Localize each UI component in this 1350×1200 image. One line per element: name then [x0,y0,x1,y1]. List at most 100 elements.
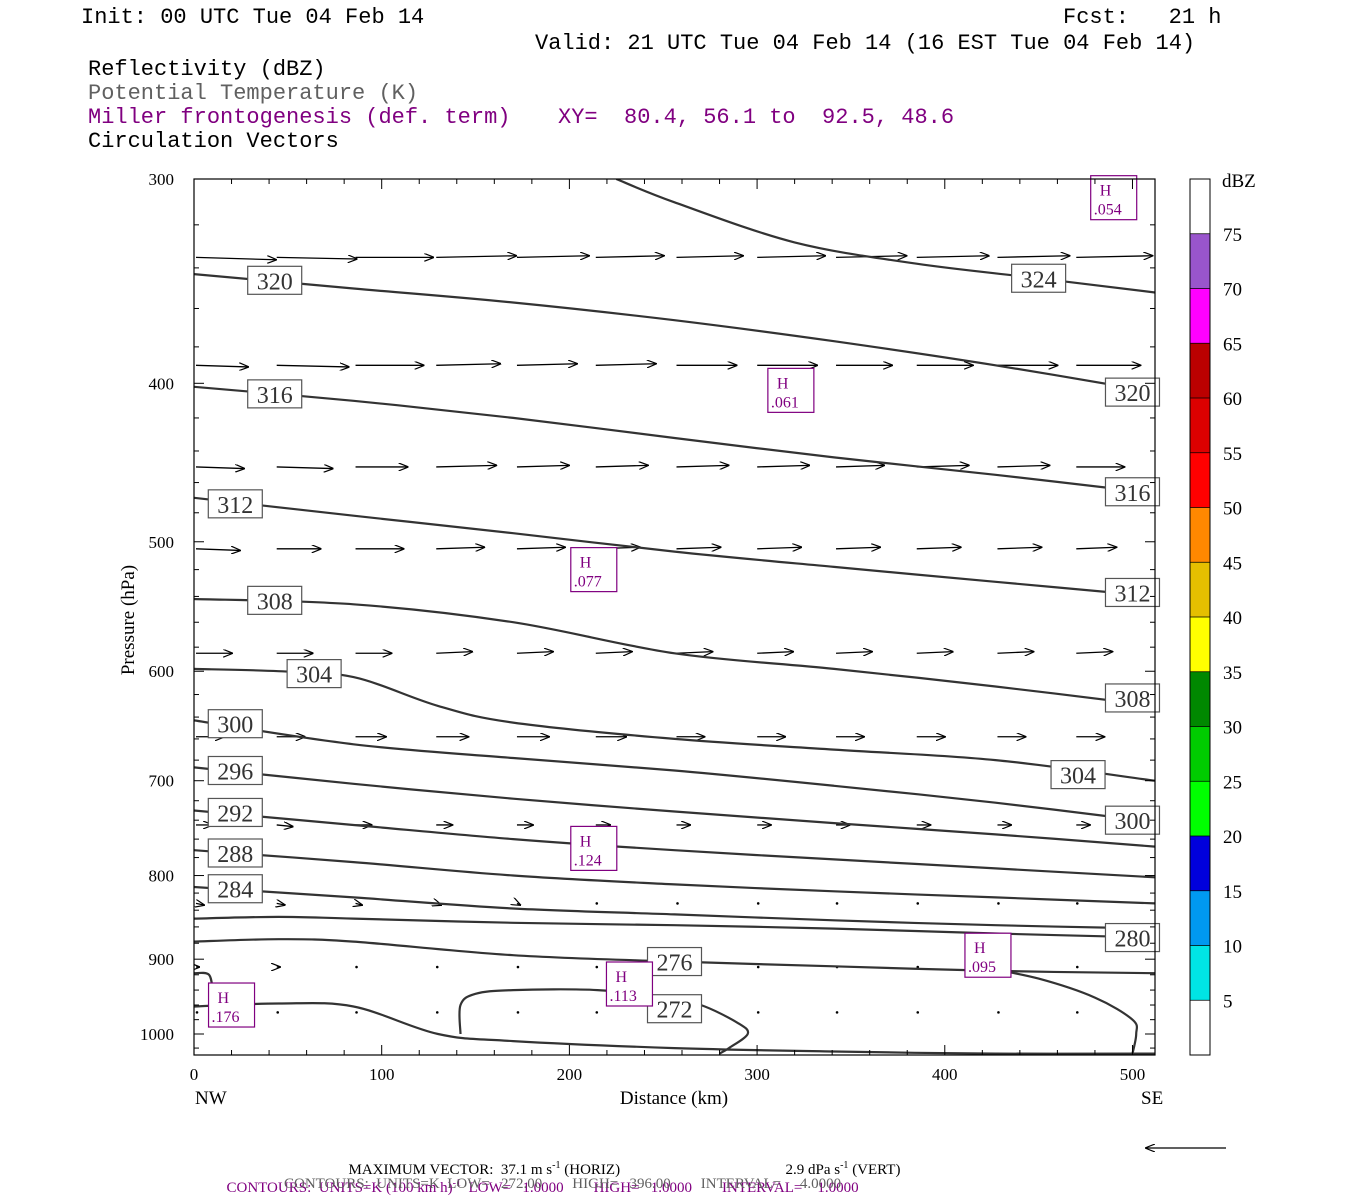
theta-label-288: 288 [217,842,253,868]
cross-section-endpoints: XY= 80.4, 56.1 to 92.5, 48.6 [558,105,955,130]
circulation-vector [836,652,872,654]
colorbar-swatch [1190,945,1210,1001]
axes: 0 100 200 300 400 500 300 400 500 600 700 800 900 100… [140,170,1155,1084]
frontogenesis-high-value: .124 [574,852,602,869]
theta-label-316: 316 [257,383,293,409]
colorbar-swatch [1190,671,1210,727]
theta-label-box [207,874,263,904]
theta-label-box [247,265,303,295]
theta-label-box [207,797,263,828]
x-axis-label: Distance (km) [620,1088,728,1109]
colorbar-swatch [1190,233,1210,289]
circulation-vector [676,547,721,549]
x-tick-label: 100 [369,1065,395,1084]
frontogenesis-high-value: .054 [1094,202,1122,219]
theta-label-300: 300 [1114,809,1150,835]
theta-label-300: 300 [217,713,253,739]
theta-isoline-324 [615,179,1155,294]
max-vector-horizontal-unit: (HORIZ) [564,1162,621,1178]
circulation-vector [836,465,884,467]
frontogenesis-highs: H .054 H .061 H .077 H .124 H .113 H .095 H .176 [207,175,1138,1028]
theta-label-box [1050,760,1106,790]
circulation-vector-dot [916,1011,920,1014]
theta-label-box [207,489,263,519]
circulation-vector-dot [916,965,920,969]
x-end-label-nw: NW [195,1088,227,1109]
circulation-vector [436,465,496,467]
circulation-vector [757,465,809,467]
circulation-vector [757,547,801,549]
circulation-vector [516,652,553,654]
frontogenesis-high-box [570,547,618,593]
circulation-vector [916,547,961,549]
circulation-vector [1076,652,1112,654]
max-vector-label: MAXIMUM VECTOR: [348,1162,494,1178]
circulation-vector-dot [1075,965,1079,969]
frontogenesis-high-box [1090,175,1138,221]
colorbar-swatch [1190,452,1210,508]
field-circulation-vectors: Circulation Vectors [88,129,339,154]
frontogenesis-high-box [964,932,1012,978]
circulation-vector [276,467,333,469]
circulation-vector [997,256,1069,258]
circulation-vector [1076,547,1116,549]
contours-frontogenesis: CONTOURS: UNITS=K (100 km h) [226,1180,453,1196]
frontogenesis-high-value: .061 [771,394,799,411]
colorbar-level-label: 25 [1223,772,1242,793]
colorbar-level-label: 30 [1223,718,1242,739]
circulation-vector [516,364,577,366]
theta-label-box [247,379,303,409]
circulation-vector [1076,256,1152,258]
circulation-vector-dot [835,902,839,905]
theta-labels: 320 320 324 316 316 312 312 308 308 304 304 300 300 2… [207,263,1161,1024]
colorbar-swatch [1190,562,1210,617]
colorbar-level-label: 15 [1223,882,1242,903]
circulation-vector [595,652,632,654]
colorbar-swatch [1190,781,1210,836]
colorbar-swatch [1190,1000,1210,1055]
circulation-vector [195,549,240,551]
theta-label-box [247,585,303,615]
frontogenesis-high-value: .095 [968,959,996,976]
frontogenesis-high-marker: H [777,375,789,392]
field-reflectivity: Reflectivity (dBZ) [88,57,326,82]
circulation-vector-dot [435,965,439,969]
theta-label-312: 312 [217,493,253,519]
theta-closed-isoline [458,988,750,1055]
field-frontogenesis: Miller frontogenesis (def. term) [88,105,511,130]
circulation-vector [277,903,285,905]
circulation-vector-dot [195,1011,199,1014]
theta-label-box [207,755,263,786]
circulation-vector-dot [516,1011,520,1014]
circulation-vector [436,652,472,654]
circulation-vector [196,903,204,905]
x-end-label-se: SE [1141,1088,1163,1109]
theta-isoline-300 [194,719,1155,824]
frontogenesis-high-box [605,961,654,1007]
exp-c: -1 [452,1178,461,1189]
circulation-vector [916,256,989,258]
frontogenesis-high-marker: H [615,969,627,986]
circulation-vector [195,467,244,469]
theta-label-box [646,994,703,1024]
circulation-vectors [196,256,1153,1014]
theta-isoline-312 [194,496,1155,598]
y-tick-label: 300 [149,170,175,189]
colorbar-level-label: 5 [1223,991,1233,1012]
circulation-vector [676,465,729,467]
theta-label-308: 308 [1114,687,1150,713]
theta-isoline-284 [194,885,1155,930]
max-vector-vertical: 2.9 dPa s [785,1162,841,1178]
theta-label-312: 312 [1114,581,1150,607]
y-axis-label: Pressure (hPa) [118,565,139,675]
circulation-vector [516,547,565,549]
circulation-vector [997,547,1041,549]
frontogenesis-high-box [570,825,618,871]
theta-isoline-292 [194,809,1155,879]
circulation-vector [916,652,953,654]
colorbar-level-label: 20 [1223,827,1242,848]
circulation-vector-dot [435,1011,439,1014]
circulation-vector [276,365,349,367]
y-tick-label: 700 [149,772,175,791]
